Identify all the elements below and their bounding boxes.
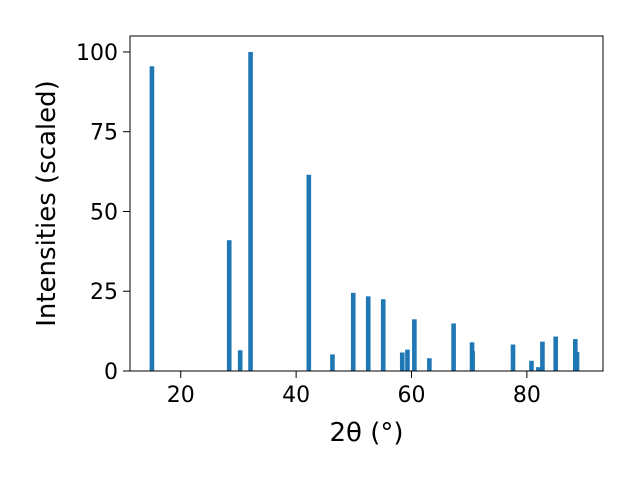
y-tick-label-3: 75 <box>90 121 118 146</box>
bar-2 <box>237 350 243 371</box>
bar-18 <box>536 367 541 371</box>
bar-13 <box>451 323 456 371</box>
x-tick-label-3: 80 <box>513 383 541 408</box>
bar-10 <box>405 349 410 371</box>
bar-5 <box>330 354 335 371</box>
x-axis-ticks: 20 40 60 80 <box>167 371 541 408</box>
bar-15 <box>470 351 475 371</box>
bar-9 <box>399 352 405 371</box>
y-tick-label-2: 50 <box>90 200 118 225</box>
x-axis-label: 2θ (°) <box>329 418 403 448</box>
bar-19 <box>540 341 545 371</box>
bar-6 <box>350 292 356 371</box>
bar-0 <box>149 66 155 372</box>
bar-4 <box>306 174 312 371</box>
bar-22 <box>574 351 580 371</box>
bar-1 <box>226 240 232 371</box>
bar-12 <box>427 358 432 371</box>
bar-7 <box>365 296 371 371</box>
y-axis-label: Intensities (scaled) <box>32 80 62 327</box>
plot-frame <box>129 35 604 372</box>
bar-16 <box>510 344 516 371</box>
bar-8 <box>380 299 386 371</box>
y-tick-label-1: 25 <box>90 280 118 305</box>
x-tick-label-0: 20 <box>167 383 195 408</box>
y-tick-label-4: 100 <box>76 41 118 66</box>
bar-11 <box>412 319 417 371</box>
bar-3 <box>248 51 253 371</box>
bars-group <box>149 51 580 372</box>
y-axis-ticks: 0 25 50 75 100 <box>76 41 130 385</box>
x-tick-label-1: 40 <box>282 383 310 408</box>
bar-20 <box>553 336 559 371</box>
x-tick-label-2: 60 <box>397 383 425 408</box>
y-tick-label-0: 0 <box>104 360 118 385</box>
bar-17 <box>529 360 534 371</box>
